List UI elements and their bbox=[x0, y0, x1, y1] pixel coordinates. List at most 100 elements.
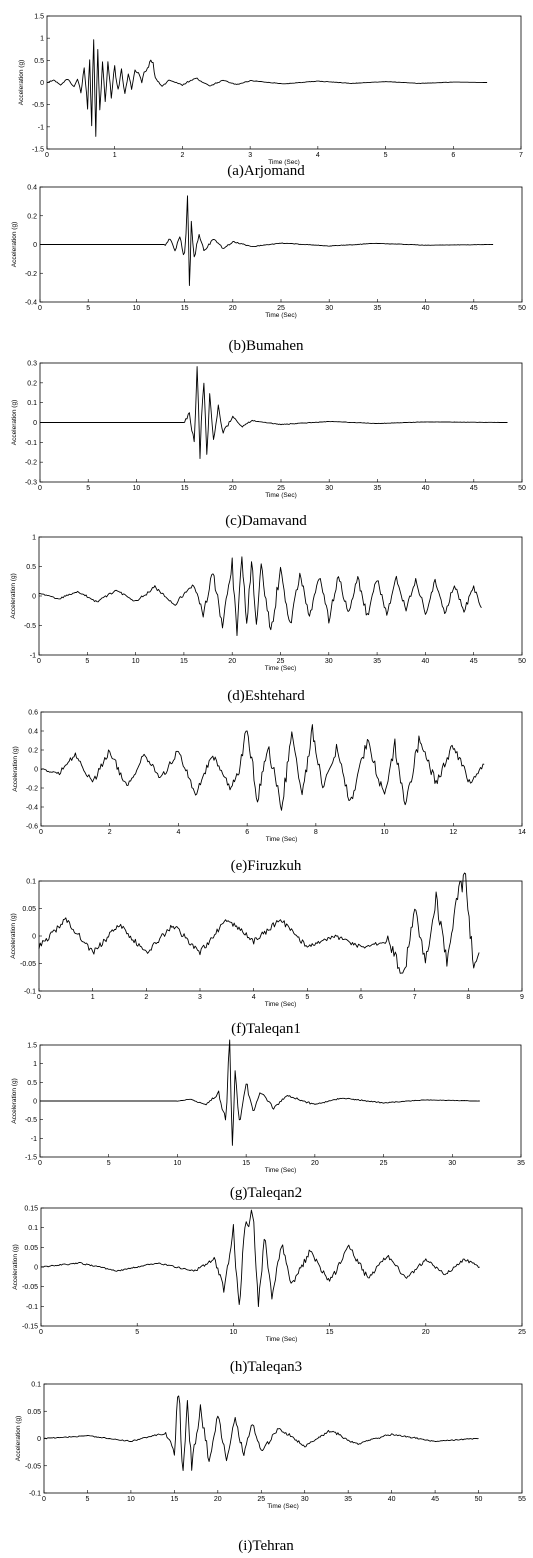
x-axis-label: Time (Sec) bbox=[265, 1001, 297, 1008]
x-tick-label: 15 bbox=[326, 1329, 334, 1336]
y-tick-label: -1.5 bbox=[32, 147, 44, 154]
x-tick-label: 9 bbox=[520, 994, 524, 1001]
y-tick-label: -0.2 bbox=[26, 786, 38, 793]
chart-panel: 0 5 10 15 20 25 30 35 1.5 1 0.5 0 -0.5 -1 -1.5 Time (Se… bbox=[11, 1039, 525, 1201]
y-tick-label: 0.5 bbox=[26, 564, 36, 571]
x-tick-label: 20 bbox=[229, 305, 237, 312]
x-tick-label: 2 bbox=[180, 152, 184, 159]
panel-caption: (b)Bumahen bbox=[229, 338, 304, 354]
x-tick-label: 4 bbox=[252, 994, 256, 1001]
y-axis-label: Acceleration (g) bbox=[11, 222, 18, 268]
x-axis-label: Time (Sec) bbox=[267, 1503, 299, 1510]
y-tick-label: -1 bbox=[30, 653, 36, 660]
x-axis-label: Time (Sec) bbox=[266, 836, 298, 843]
y-tick-label: -0.4 bbox=[26, 805, 38, 812]
x-tick-label: 10 bbox=[381, 829, 389, 836]
series-line bbox=[40, 1209, 480, 1308]
x-tick-label: 25 bbox=[277, 658, 285, 665]
y-axis-label: Acceleration (g) bbox=[10, 913, 17, 959]
x-tick-label: 7 bbox=[519, 152, 523, 159]
x-axis-label: Time (Sec) bbox=[265, 312, 297, 319]
y-axis-label: Acceleration (g) bbox=[12, 1244, 19, 1290]
x-tick-label: 30 bbox=[325, 658, 333, 665]
x-tick-label: 45 bbox=[470, 485, 478, 492]
y-tick-label: 0 bbox=[33, 420, 37, 427]
x-tick-label: 50 bbox=[518, 485, 526, 492]
y-tick-label: -0.5 bbox=[32, 102, 44, 109]
y-tick-label: 0.05 bbox=[24, 1245, 38, 1252]
x-tick-label: 20 bbox=[214, 1496, 222, 1503]
x-tick-label: 20 bbox=[228, 658, 236, 665]
panel-caption: (d)Eshtehard bbox=[227, 688, 305, 704]
x-tick-label: 50 bbox=[518, 305, 526, 312]
x-tick-label: 8 bbox=[314, 829, 318, 836]
y-tick-label: -0.05 bbox=[25, 1463, 41, 1470]
y-tick-label: -1 bbox=[31, 1136, 37, 1143]
chart-panel: 0 2 4 6 8 10 12 14 0.6 0.4 0.2 0 -0.2 -0.4 -0.6 Time (S… bbox=[12, 710, 526, 875]
y-tick-label: -0.5 bbox=[25, 1117, 37, 1124]
x-tick-label: 6 bbox=[359, 994, 363, 1001]
panel-caption: (f)Taleqan1 bbox=[231, 1021, 301, 1037]
x-tick-label: 10 bbox=[132, 658, 140, 665]
y-axis-label: Acceleration (g) bbox=[12, 746, 19, 792]
y-axis-label: Acceleration (g) bbox=[10, 573, 17, 619]
x-tick-label: 3 bbox=[198, 994, 202, 1001]
x-tick-label: 45 bbox=[431, 1496, 439, 1503]
y-tick-label: 0.2 bbox=[27, 213, 37, 220]
y-tick-label: -1 bbox=[38, 124, 44, 131]
x-tick-label: 4 bbox=[316, 152, 320, 159]
x-tick-label: 15 bbox=[181, 485, 189, 492]
x-tick-label: 15 bbox=[180, 658, 188, 665]
x-tick-label: 6 bbox=[451, 152, 455, 159]
y-tick-label: 0.15 bbox=[24, 1206, 38, 1213]
x-tick-label: 20 bbox=[229, 485, 237, 492]
series-line bbox=[38, 556, 482, 637]
y-tick-label: 0 bbox=[33, 1099, 37, 1106]
x-tick-label: 25 bbox=[518, 1329, 526, 1336]
x-tick-label: 5 bbox=[135, 1329, 139, 1336]
chart-panel: 0 5 10 15 20 25 30 35 40 45 50 1 0.5 0 -0.5 -1 Time (Sec… bbox=[10, 535, 526, 705]
y-tick-label: 0 bbox=[37, 1436, 41, 1443]
chart-panel: 0 5 10 15 20 25 30 35 40 45 50 55 0.1 0.05 0 -0.05 -0.1 T… bbox=[15, 1382, 526, 1555]
x-tick-label: 55 bbox=[518, 1496, 526, 1503]
x-tick-label: 8 bbox=[466, 994, 470, 1001]
y-tick-label: 0.4 bbox=[28, 729, 38, 736]
x-tick-label: 0 bbox=[39, 829, 43, 836]
y-tick-label: -0.1 bbox=[26, 1304, 38, 1311]
x-tick-label: 45 bbox=[470, 658, 478, 665]
x-tick-label: 35 bbox=[374, 305, 382, 312]
plot-frame bbox=[38, 880, 523, 992]
x-tick-label: 30 bbox=[325, 305, 333, 312]
y-tick-label: 0.6 bbox=[28, 710, 38, 717]
y-tick-label: 0.2 bbox=[27, 380, 37, 387]
y-tick-label: 0 bbox=[32, 594, 36, 601]
y-axis-label: Acceleration (g) bbox=[11, 400, 18, 446]
panel-caption: (e)Firuzkuh bbox=[231, 858, 302, 874]
x-axis-label: Time (Sec) bbox=[266, 1336, 298, 1343]
x-tick-label: 5 bbox=[85, 658, 89, 665]
series-line bbox=[38, 872, 480, 974]
y-tick-label: 0 bbox=[33, 242, 37, 249]
x-tick-label: 5 bbox=[86, 485, 90, 492]
y-tick-label: 0 bbox=[32, 934, 36, 941]
y-tick-label: 0.05 bbox=[27, 1409, 41, 1416]
y-tick-label: -0.05 bbox=[20, 961, 36, 968]
y-tick-label: -0.1 bbox=[24, 989, 36, 996]
x-axis-label: Time (Sec) bbox=[268, 159, 300, 166]
x-tick-label: 35 bbox=[517, 1160, 525, 1167]
x-tick-label: 25 bbox=[277, 485, 285, 492]
y-tick-label: 0.2 bbox=[28, 748, 38, 755]
x-tick-label: 0 bbox=[45, 152, 49, 159]
x-tick-label: 10 bbox=[230, 1329, 238, 1336]
y-tick-label: 0 bbox=[34, 1265, 38, 1272]
x-tick-label: 30 bbox=[301, 1496, 309, 1503]
x-tick-label: 0 bbox=[37, 658, 41, 665]
y-tick-label: 1 bbox=[33, 1061, 37, 1068]
panel-caption: (g)Taleqan2 bbox=[230, 1185, 302, 1201]
x-tick-label: 10 bbox=[133, 305, 141, 312]
x-tick-label: 2 bbox=[108, 829, 112, 836]
y-tick-label: 0.05 bbox=[22, 906, 36, 913]
x-tick-label: 40 bbox=[422, 658, 430, 665]
x-tick-label: 10 bbox=[127, 1496, 135, 1503]
